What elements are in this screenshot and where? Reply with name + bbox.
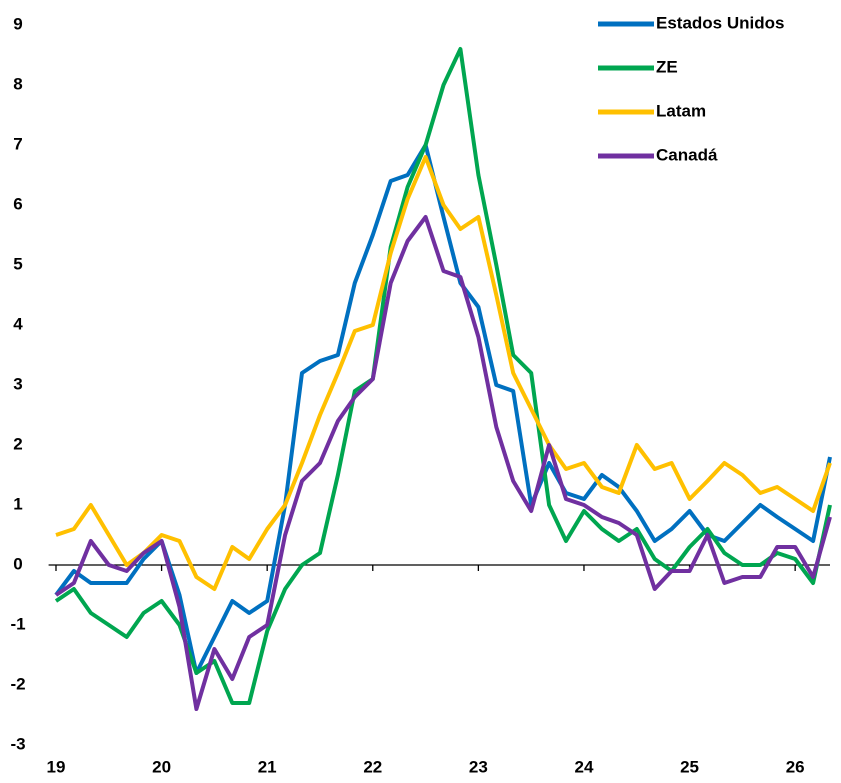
y-tick-label: 5 [13, 254, 22, 273]
x-tick-label: 20 [152, 757, 171, 776]
y-tick-label: 3 [13, 374, 22, 393]
y-tick-label: -2 [10, 674, 25, 693]
y-tick-label: 8 [13, 74, 22, 93]
legend-label: Estados Unidos [656, 13, 784, 32]
y-tick-label: -3 [10, 734, 25, 753]
series-line [55, 155, 832, 591]
x-tick-label: 23 [469, 757, 488, 776]
y-tick-label: 7 [13, 134, 22, 153]
x-tick-label: 22 [363, 757, 382, 776]
legend-label: ZE [656, 57, 678, 76]
x-tick-label: 26 [786, 757, 805, 776]
y-tick-label: 4 [13, 314, 23, 333]
y-tick-label: 6 [13, 194, 22, 213]
y-tick-label: 0 [13, 554, 22, 573]
y-tick-label: 2 [13, 434, 22, 453]
x-tick-label: 21 [258, 757, 277, 776]
y-tick-label: -1 [10, 614, 25, 633]
series-line [54, 143, 832, 675]
legend-label: Latam [656, 101, 706, 120]
y-tick-label: 9 [13, 14, 22, 33]
legend-label: Canadá [656, 145, 718, 164]
y-tick-label: 1 [13, 494, 22, 513]
x-tick-label: 19 [47, 757, 66, 776]
x-tick-label: 24 [575, 757, 594, 776]
series-line [54, 215, 832, 711]
x-tick-label: 25 [680, 757, 699, 776]
